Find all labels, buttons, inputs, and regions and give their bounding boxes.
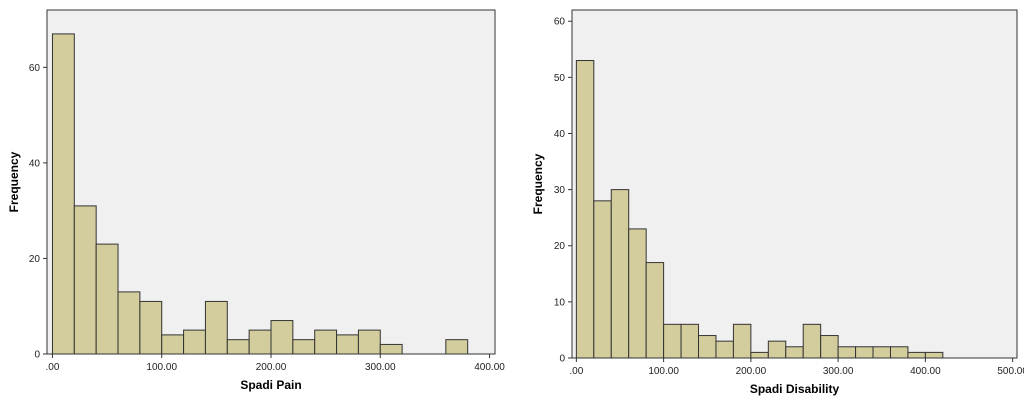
y-tick-label: 40: [554, 129, 566, 140]
histogram-bar: [575, 60, 595, 359]
histogram-bar: [73, 205, 97, 355]
x-tick-label: 400.00: [910, 366, 941, 377]
histogram-bar: [95, 243, 119, 355]
y-tick-label: 60: [554, 17, 566, 28]
histogram-bar: [445, 339, 469, 355]
histogram-bar: [204, 300, 228, 355]
histogram-bar: [628, 228, 647, 359]
x-tick-label: 400.00: [474, 362, 505, 373]
y-tick-label: 50: [554, 73, 566, 84]
y-tick-label: 10: [554, 297, 566, 308]
y-tick-label: 0: [559, 354, 565, 365]
histogram-bar: [270, 320, 294, 355]
x-axis-title: Spadi Disability: [750, 382, 840, 396]
histogram-bar: [292, 339, 316, 355]
histogram-bar: [51, 33, 75, 355]
x-tick-label: 300.00: [823, 366, 854, 377]
histogram-bar: [336, 334, 359, 355]
histogram-bar: [802, 323, 822, 359]
spadi-disability-chart-svg: 0 10 20 30 40 50 60 .00 100.00 200.00 300.00 400.0…: [531, 9, 1024, 396]
histogram-bar: [183, 329, 206, 355]
histogram-bar: [698, 335, 717, 359]
histogram-bar: [889, 346, 909, 359]
histogram-bar: [907, 351, 926, 359]
histogram-bar: [750, 351, 769, 359]
histogram-bar: [593, 200, 612, 359]
histogram-bar: [872, 346, 891, 359]
histogram-bar: [924, 351, 944, 359]
x-tick-label: .00: [46, 362, 60, 373]
y-axis-title: Frequency: [7, 151, 21, 212]
histogram-bar: [248, 329, 272, 355]
x-tick-label: 500.00: [997, 366, 1024, 377]
spadi-disability-histogram: 0 10 20 30 40 50 60 .00 100.00 200.00 300.00 400.0…: [512, 0, 1024, 403]
x-tick-label: 100.00: [648, 366, 679, 377]
y-tick-label: 20: [554, 241, 566, 252]
y-tick-label: 20: [29, 254, 41, 265]
y-axis-title: Frequency: [531, 153, 545, 214]
spadi-pain-chart-svg: 0 20 40 60 .00 100.00 200.00 300.00 400.00 Freq…: [7, 9, 505, 392]
histogram-bar: [715, 340, 734, 359]
histogram-bar: [732, 323, 752, 359]
x-tick-label: 200.00: [736, 366, 767, 377]
histogram-bar: [610, 189, 630, 359]
x-tick-label: .00: [569, 366, 583, 377]
histogram-bar: [117, 291, 141, 355]
histogram-bar: [663, 323, 682, 359]
y-tick-label: 60: [29, 63, 41, 74]
histogram-bar: [314, 329, 338, 355]
histogram-bar: [379, 343, 403, 355]
y-tick-label: 30: [554, 185, 566, 196]
y-tick-label: 40: [29, 158, 41, 169]
histogram-bar: [855, 346, 874, 359]
histogram-bar: [680, 323, 700, 359]
histogram-bar: [357, 329, 381, 355]
histogram-bar: [837, 346, 857, 359]
x-tick-label: 300.00: [365, 362, 396, 373]
histogram-bar: [645, 262, 665, 359]
spadi-pain-histogram: 0 20 40 60 .00 100.00 200.00 300.00 400.00 Freq…: [7, 9, 505, 392]
x-tick-label: 100.00: [146, 362, 177, 373]
histogram-bar: [161, 334, 185, 355]
histogram-bar: [785, 346, 804, 359]
histogram-bar: [820, 335, 839, 359]
x-axis-title: Spadi Pain: [240, 378, 301, 392]
histogram-bar: [226, 339, 250, 355]
histogram-bar: [767, 340, 787, 359]
x-tick-label: 200.00: [256, 362, 287, 373]
y-tick-label: 0: [34, 350, 40, 361]
histogram-bar: [139, 300, 163, 355]
